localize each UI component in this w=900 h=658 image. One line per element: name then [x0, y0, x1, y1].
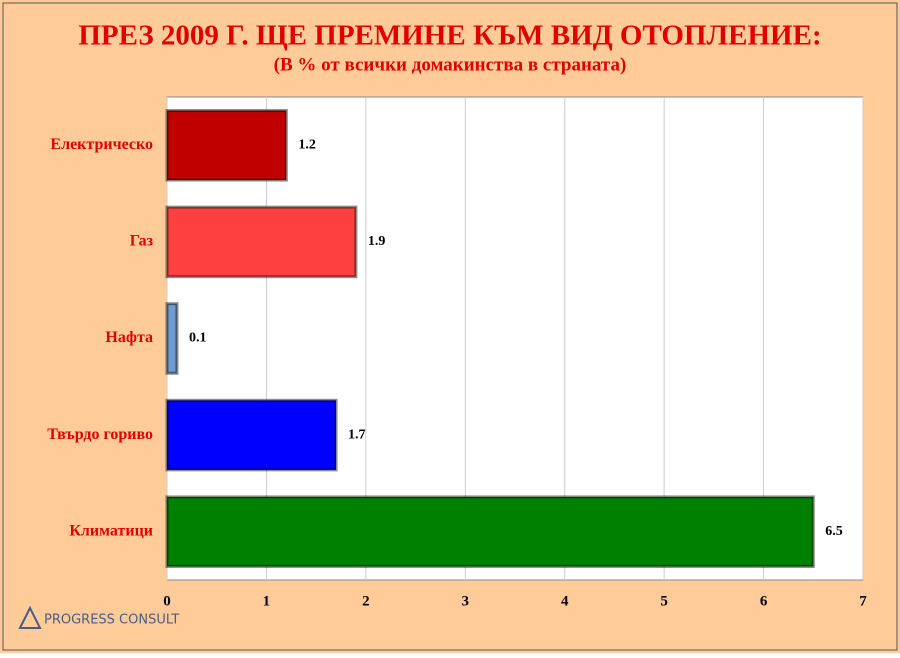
y-tick-label: Нафта [105, 329, 153, 346]
chart-title: ПРЕЗ 2009 Г. ЩЕ ПРЕМИНЕ КЪМ ВИД ОТОПЛЕНИ… [78, 20, 821, 52]
y-tick-label: Твърдо гориво [47, 426, 153, 443]
value-label: 0.1 [189, 331, 207, 346]
value-label: 1.2 [298, 138, 316, 153]
chart-subtitle: (В % от всички домакинства в страната) [274, 54, 627, 75]
x-tick-label: 2 [362, 593, 370, 609]
value-label: 1.9 [368, 234, 386, 249]
x-tick-label: 3 [462, 593, 470, 609]
bar [165, 302, 179, 375]
x-tick-label: 4 [561, 593, 569, 609]
x-tick-label: 7 [859, 593, 867, 609]
bar [165, 495, 815, 568]
x-tick-label: 0 [163, 593, 171, 609]
bar [165, 398, 338, 472]
y-tick-label: Климатици [69, 522, 153, 539]
x-tick-label: 6 [760, 593, 768, 609]
logo-icon [18, 605, 42, 629]
value-label: 6.5 [825, 524, 843, 539]
y-tick-label: Газ [130, 233, 154, 250]
x-tick-label: 1 [263, 593, 271, 609]
logo-text: PROGRESS CONSULT [44, 613, 179, 628]
y-tick-label: Електрическо [50, 136, 153, 153]
x-tick-label: 5 [660, 593, 668, 609]
value-label: 1.7 [348, 427, 366, 442]
logo: PROGRESS CONSULT [18, 605, 179, 629]
bar [165, 205, 358, 279]
bar [165, 109, 288, 182]
